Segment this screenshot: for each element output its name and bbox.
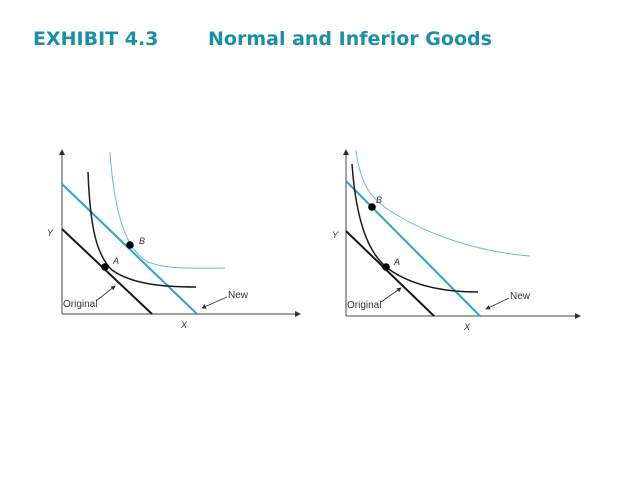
- new-budget-line: [61, 183, 198, 315]
- original-indifference-curve: [351, 163, 479, 293]
- new-pointer: [485, 297, 510, 310]
- original-budget-line: [61, 228, 153, 315]
- exhibit-title: EXHIBIT 4.3 Normal and Inferior Goods: [33, 28, 492, 50]
- new-label: New: [228, 290, 249, 301]
- point-a-marker: [382, 263, 390, 271]
- exhibit-number: EXHIBIT 4.3: [33, 28, 159, 50]
- original-pointer: [95, 285, 116, 302]
- original-pointer: [380, 287, 402, 303]
- point-a-marker: [101, 263, 109, 271]
- original-indifference-curve: [87, 171, 197, 288]
- point-a-label: A: [393, 257, 400, 267]
- x-axis-label: X: [463, 322, 471, 332]
- new-pointer: [201, 296, 228, 309]
- original-label: Original: [347, 300, 381, 311]
- new-label: New: [510, 291, 531, 302]
- new-indifference-curve: [109, 151, 226, 269]
- point-b-marker: [368, 203, 376, 211]
- y-axis-label: Y: [47, 228, 54, 238]
- new-indifference-curve: [355, 149, 531, 257]
- x-axis-label: X: [180, 320, 188, 330]
- panel-normal-good: Y X A B Original New: [47, 149, 301, 330]
- original-budget-line: [345, 230, 435, 317]
- panel-inferior-good: Y X A B Original New: [332, 149, 581, 332]
- point-b-label: B: [139, 236, 145, 246]
- exhibit-heading: Normal and Inferior Goods: [208, 28, 492, 50]
- point-b-label: B: [376, 195, 382, 205]
- y-axis-label: Y: [332, 230, 339, 240]
- new-budget-line: [345, 180, 481, 317]
- point-a-label: A: [112, 256, 119, 266]
- original-label: Original: [63, 299, 97, 310]
- point-b-marker: [126, 241, 134, 249]
